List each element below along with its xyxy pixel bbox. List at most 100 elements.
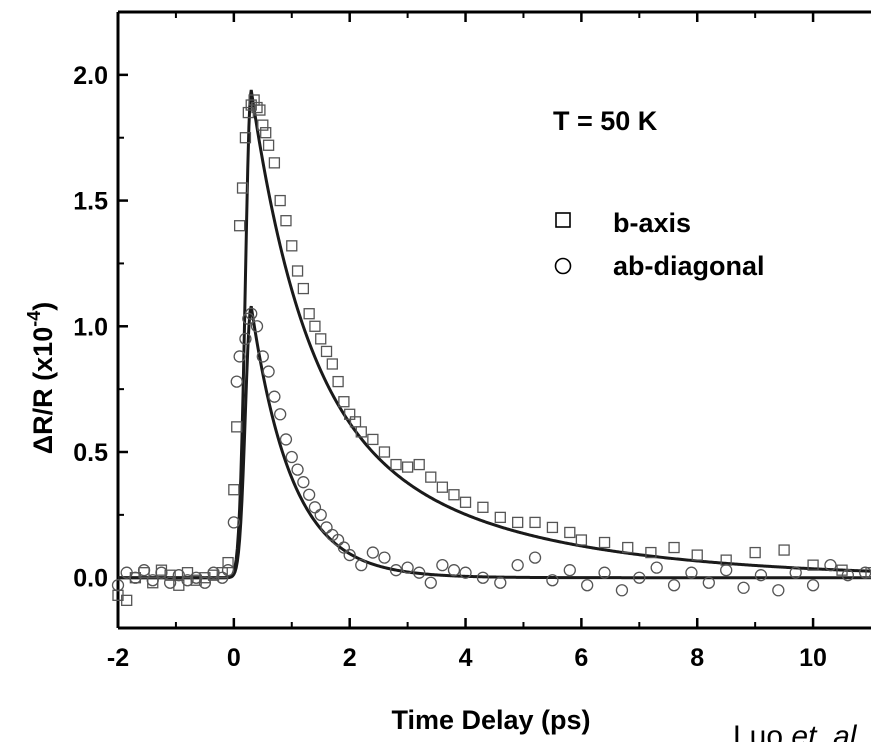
point-b-axis bbox=[260, 127, 272, 139]
point-b-axis bbox=[367, 433, 379, 446]
point-ab-diagonal bbox=[343, 548, 356, 562]
point-b-axis bbox=[425, 471, 437, 483]
point-b-axis bbox=[291, 265, 304, 277]
y-tick-label: 0.0 bbox=[73, 565, 108, 593]
point-b-axis bbox=[332, 375, 344, 388]
point-ab-diagonal bbox=[137, 564, 151, 577]
point-ab-diagonal bbox=[262, 365, 275, 378]
point-ab-diagonal bbox=[598, 566, 611, 579]
x-tick-label: 10 bbox=[799, 644, 827, 672]
point-b-axis bbox=[865, 567, 871, 579]
point-ab-diagonal bbox=[111, 579, 125, 592]
point-ab-diagonal bbox=[702, 576, 715, 589]
point-ab-diagonal bbox=[355, 558, 368, 572]
point-b-axis bbox=[262, 139, 275, 151]
point-ab-diagonal bbox=[256, 350, 269, 363]
point-b-axis bbox=[216, 567, 228, 579]
point-b-axis bbox=[257, 119, 269, 131]
point-ab-diagonal bbox=[181, 574, 194, 587]
point-ab-diagonal bbox=[285, 450, 298, 464]
y-tick-label: 2.0 bbox=[73, 62, 108, 90]
point-ab-diagonal bbox=[841, 569, 854, 582]
point-b-axis bbox=[512, 516, 524, 529]
point-ab-diagonal bbox=[389, 564, 403, 577]
temperature-annotation: T = 50 K bbox=[553, 106, 658, 136]
point-b-axis bbox=[280, 215, 292, 227]
point-b-axis bbox=[459, 496, 472, 508]
point-ab-diagonal bbox=[633, 571, 646, 584]
point-b-axis bbox=[598, 536, 611, 549]
point-ab-diagonal bbox=[155, 566, 168, 579]
point-b-axis bbox=[355, 426, 367, 438]
point-ab-diagonal bbox=[279, 433, 293, 446]
point-b-axis bbox=[494, 511, 506, 524]
point-b-axis bbox=[477, 501, 489, 513]
y-axis-title-main: ΔR/R (x10 bbox=[28, 327, 58, 454]
point-ab-diagonal bbox=[302, 488, 316, 501]
point-b-axis bbox=[575, 534, 588, 546]
point-b-axis bbox=[309, 320, 321, 332]
point-b-axis bbox=[297, 282, 310, 295]
point-ab-diagonal bbox=[401, 561, 414, 574]
point-ab-diagonal bbox=[685, 566, 698, 579]
point-ab-diagonal bbox=[476, 571, 490, 584]
legend: b-axis ab-diagonal bbox=[554, 208, 765, 281]
point-b-axis bbox=[233, 220, 246, 232]
point-ab-diagonal bbox=[650, 561, 663, 574]
point-ab-diagonal bbox=[146, 574, 159, 587]
fit-curve-ab-diagonal bbox=[118, 305, 871, 580]
point-b-axis bbox=[436, 481, 449, 493]
point-ab-diagonal bbox=[221, 564, 235, 577]
point-ab-diagonal bbox=[163, 576, 177, 589]
point-ab-diagonal bbox=[413, 566, 426, 579]
x-axis-title: Time Delay (ps) bbox=[391, 705, 590, 735]
point-b-axis bbox=[645, 546, 657, 559]
point-ab-diagonal bbox=[239, 332, 252, 346]
point-b-axis bbox=[251, 101, 263, 114]
point-b-axis bbox=[390, 458, 402, 471]
point-b-axis bbox=[236, 182, 249, 194]
point-b-axis bbox=[286, 240, 298, 252]
point-ab-diagonal bbox=[563, 564, 576, 577]
point-ab-diagonal bbox=[806, 579, 820, 592]
author-credit-main: Luo bbox=[733, 720, 791, 742]
y-tick-label: 1.5 bbox=[73, 188, 108, 216]
point-b-axis bbox=[529, 516, 541, 529]
point-b-axis bbox=[303, 308, 315, 320]
point-b-axis bbox=[564, 526, 576, 539]
point-b-axis bbox=[254, 104, 266, 116]
point-b-axis bbox=[231, 421, 243, 433]
author-credit-italic: et. al bbox=[791, 720, 857, 742]
legend-marker-ab-diagonal bbox=[554, 257, 572, 275]
point-b-axis bbox=[338, 396, 350, 408]
point-ab-diagonal bbox=[581, 579, 594, 592]
point-b-axis bbox=[222, 556, 234, 569]
point-b-axis bbox=[749, 546, 761, 559]
point-b-axis bbox=[546, 521, 559, 534]
point-ab-diagonal bbox=[528, 551, 542, 564]
point-ab-diagonal bbox=[511, 558, 524, 572]
point-ab-diagonal bbox=[824, 558, 837, 572]
point-b-axis bbox=[378, 446, 391, 458]
point-b-axis bbox=[320, 345, 333, 358]
point-ab-diagonal bbox=[129, 571, 142, 584]
point-ab-diagonal bbox=[615, 584, 629, 597]
point-b-axis bbox=[164, 569, 176, 581]
point-ab-diagonal bbox=[314, 508, 327, 522]
point-ab-diagonal bbox=[198, 576, 212, 589]
point-ab-diagonal bbox=[320, 521, 333, 534]
point-ab-diagonal bbox=[424, 576, 437, 589]
point-b-axis bbox=[349, 416, 362, 428]
x-tick-label: -2 bbox=[107, 644, 129, 672]
y-tick-label: 0.5 bbox=[73, 439, 108, 467]
x-tick-label: 6 bbox=[574, 644, 588, 672]
point-ab-diagonal bbox=[366, 546, 380, 559]
x-tick-label: 0 bbox=[227, 644, 241, 672]
point-b-axis bbox=[413, 458, 425, 471]
point-ab-diagonal bbox=[297, 476, 310, 489]
axis-ticks bbox=[116, 12, 815, 628]
point-b-axis bbox=[401, 461, 414, 473]
point-b-axis bbox=[274, 194, 286, 207]
y-axis-title-close: ) bbox=[28, 302, 58, 311]
